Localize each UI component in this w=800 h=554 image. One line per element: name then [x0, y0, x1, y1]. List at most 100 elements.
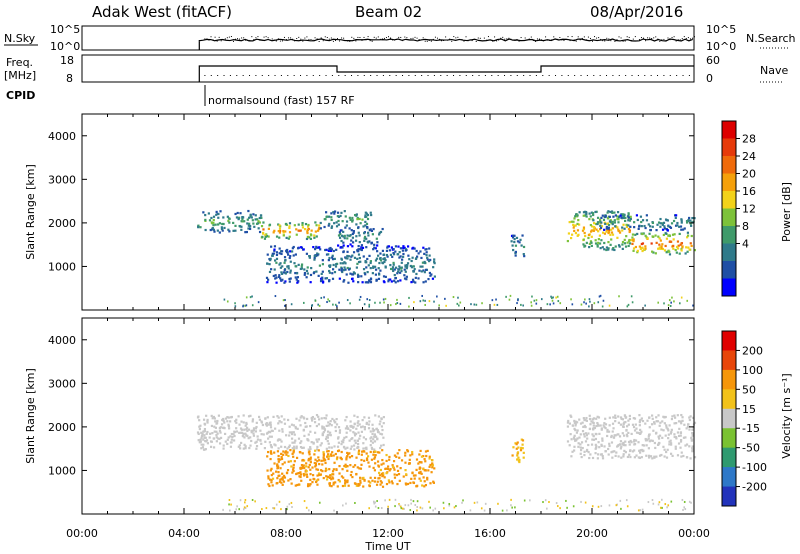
velocity-cell: [680, 422, 683, 425]
power-cell: [278, 247, 281, 250]
power-cell: [624, 219, 627, 223]
velocity-cell: [651, 439, 654, 442]
power-cell: [292, 254, 295, 257]
velocity-ground-cell: [429, 506, 431, 509]
power-cell: [369, 211, 372, 214]
velocity-cell: [227, 423, 230, 426]
velocity-cell: [387, 479, 390, 482]
velocity-cell: [329, 434, 332, 437]
noise-search-dot: [653, 37, 655, 39]
velocity-cell: [369, 476, 372, 479]
velocity-cell: [522, 456, 525, 459]
power-cell: [599, 218, 602, 221]
power-ground-cell: [234, 302, 236, 305]
power-cell: [324, 218, 327, 221]
power-cell: [641, 246, 644, 249]
power-ground-cell: [552, 302, 555, 305]
velocity-cell: [242, 447, 245, 450]
power-cell: [337, 219, 340, 223]
velocity-cell: [341, 468, 344, 471]
velocity-cell: [619, 447, 622, 450]
power-cell: [340, 234, 344, 237]
power-cell: [366, 240, 369, 243]
x-tick-label: 20:00: [576, 527, 608, 540]
velocity-cell: [332, 481, 335, 484]
velocity-cell: [602, 424, 605, 427]
velocity-cell: [346, 446, 349, 449]
velocity-cell: [297, 483, 301, 486]
velocity-cell: [676, 454, 680, 457]
noise-search-dot: [230, 36, 232, 38]
velocity-cell: [287, 454, 290, 458]
velocity-cell: [210, 440, 213, 443]
velocity-cell: [593, 426, 597, 430]
noise-search-dot: [518, 40, 520, 42]
power-cell: [362, 225, 365, 228]
velocity-ground-cell: [407, 504, 410, 507]
power-cell: [599, 247, 602, 250]
power-cell: [607, 226, 610, 229]
power-cell: [599, 224, 602, 227]
power-cell: [365, 237, 368, 240]
power-cell: [275, 276, 278, 279]
velocity-cell: [623, 421, 626, 424]
power-cell: [664, 244, 667, 248]
power-colorbar-swatch: [722, 121, 736, 139]
velocity-colorbar-swatch: [722, 428, 736, 449]
velocity-cell: [209, 432, 212, 435]
velocity-cell: [349, 420, 352, 423]
velocity-cell: [295, 417, 298, 420]
power-cell: [376, 250, 379, 253]
power-cell: [262, 221, 265, 224]
velocity-ground-cell: [497, 502, 499, 505]
velocity-cell: [319, 444, 322, 447]
power-cell: [510, 240, 513, 243]
power-cell: [600, 216, 603, 219]
velocity-ground-cell: [387, 505, 389, 508]
velocity-ground-cell: [661, 506, 663, 509]
noise-search-dot: [447, 39, 449, 41]
velocity-cell: [670, 430, 673, 434]
noise-search-dot: [620, 37, 622, 39]
noise-search-dot: [371, 40, 373, 42]
noise-search-dot: [492, 40, 494, 42]
velocity-cell: [205, 432, 208, 435]
power-cell: [300, 263, 304, 266]
velocity-cell: [300, 464, 304, 467]
noise-search-dot: [616, 39, 618, 41]
power-cell: [204, 228, 207, 232]
noise-search-dot: [645, 40, 647, 42]
velocity-ground-cell: [403, 507, 405, 510]
velocity-cell: [269, 469, 272, 472]
velocity-cell: [654, 446, 657, 450]
velocity-cell: [265, 422, 268, 425]
noise-search-dot: [345, 39, 347, 41]
velocity-ground-cell: [448, 502, 451, 505]
noise-search-dot: [373, 36, 375, 38]
velocity-cell: [638, 419, 642, 422]
noise-search-dot: [439, 38, 440, 40]
power-cell: [288, 235, 291, 238]
noise-sky-label: N.Sky: [4, 32, 36, 45]
velocity-ground-cell: [398, 503, 400, 506]
velocity-cell: [363, 478, 366, 482]
velocity-cell: [360, 430, 364, 433]
velocity-cell: [689, 457, 692, 460]
power-cell: [594, 239, 597, 242]
velocity-cell: [668, 440, 671, 443]
velocity-cell: [267, 437, 270, 440]
power-cell: [209, 228, 212, 232]
power-cell: [257, 227, 260, 230]
power-cell: [309, 237, 312, 241]
power-cell: [270, 245, 273, 248]
velocity-cell: [634, 439, 638, 442]
velocity-cell: [313, 453, 316, 456]
power-cell: [295, 228, 298, 231]
power-cell: [211, 227, 214, 230]
velocity-cell: [431, 459, 434, 462]
power-cell: [413, 247, 416, 250]
power-ground-cell: [328, 300, 331, 303]
power-cell: [279, 277, 282, 280]
power-cell: [641, 219, 645, 222]
power-cell: [346, 250, 349, 253]
